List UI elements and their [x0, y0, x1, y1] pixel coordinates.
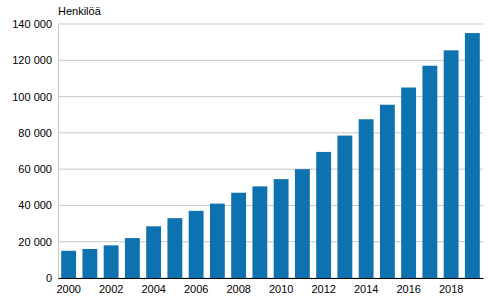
- bar: [61, 251, 76, 278]
- y-tick: 140 000: [12, 18, 58, 30]
- bar: [380, 105, 395, 278]
- bar: [465, 33, 480, 278]
- x-tick-label: 2012: [311, 283, 335, 295]
- y-tick-label: 120 000: [12, 54, 52, 66]
- bar: [316, 152, 331, 278]
- bar: [82, 249, 97, 278]
- bar: [444, 50, 459, 278]
- y-tick: 20 000: [18, 236, 58, 248]
- x-tick: 2006: [184, 278, 208, 295]
- bar: [189, 211, 204, 278]
- y-tick-label: 100 000: [12, 91, 52, 103]
- x-tick: 2010: [269, 278, 293, 295]
- y-tick: 100 000: [12, 91, 58, 103]
- y-axis: 0 20 000 40 000 60 000 80 000 100 000 120 000 1…: [12, 18, 58, 284]
- bar: [274, 179, 289, 278]
- y-tick-label: 60 000: [18, 163, 52, 175]
- bar: [295, 169, 310, 278]
- bar: [252, 186, 267, 278]
- x-tick: 2008: [226, 278, 250, 295]
- bar: [167, 218, 182, 278]
- bar: [359, 119, 374, 278]
- x-tick-label: 2000: [56, 283, 80, 295]
- grid-line: [58, 205, 483, 206]
- y-tick-label: 80 000: [18, 127, 52, 139]
- x-tick-label: 2010: [269, 283, 293, 295]
- grid-line: [58, 60, 483, 61]
- bar: [401, 88, 416, 279]
- y-axis-line: [58, 25, 59, 279]
- grid-line: [58, 96, 483, 97]
- bar: [104, 245, 119, 278]
- x-tick: 2004: [141, 278, 165, 295]
- x-tick-label: 2014: [354, 283, 378, 295]
- grid-line: [58, 24, 483, 25]
- x-tick: 2018: [439, 278, 463, 295]
- bar: [337, 136, 352, 278]
- bars: [61, 33, 480, 278]
- y-tick: 40 000: [18, 199, 58, 211]
- chart: 0 20 000 40 000 60 000 80 000 100 000 120 000 1…: [0, 0, 491, 303]
- x-tick-label: 2004: [141, 283, 165, 295]
- x-tick-label: 2016: [396, 283, 420, 295]
- x-tick-label: 2006: [184, 283, 208, 295]
- grid-line: [58, 169, 483, 170]
- bar: [422, 66, 437, 278]
- grid-line: [58, 241, 483, 242]
- y-tick: 80 000: [18, 127, 58, 139]
- grid-line: [58, 132, 483, 133]
- x-tick: 2002: [99, 278, 123, 295]
- y-tick-label: 40 000: [18, 199, 52, 211]
- x-tick: 2000: [56, 278, 80, 295]
- x-tick-label: 2002: [99, 283, 123, 295]
- grid: [58, 24, 483, 278]
- y-tick-label: 0: [46, 272, 52, 284]
- x-tick: 2014: [354, 278, 378, 295]
- y-tick: 120 000: [12, 54, 58, 66]
- bar: [210, 204, 225, 278]
- y-axis-title: Henkilöä: [58, 5, 102, 17]
- x-tick: 2016: [396, 278, 420, 295]
- y-tick: 60 000: [18, 163, 58, 175]
- bar: [125, 238, 140, 278]
- x-axis: 2000 2002 2004 2006 2008 2010 2012 2014 2016 2018: [56, 278, 483, 295]
- x-tick-label: 2008: [226, 283, 250, 295]
- x-tick: 2012: [311, 278, 335, 295]
- y-tick-label: 20 000: [18, 236, 52, 248]
- grid-line: [58, 278, 483, 279]
- bar: [146, 226, 161, 278]
- x-tick-label: 2018: [439, 283, 463, 295]
- y-tick-label: 140 000: [12, 18, 52, 30]
- x-axis-line: [59, 278, 484, 279]
- bar: [231, 193, 246, 278]
- plot: 0 20 000 40 000 60 000 80 000 100 000 120 000 1…: [12, 18, 483, 295]
